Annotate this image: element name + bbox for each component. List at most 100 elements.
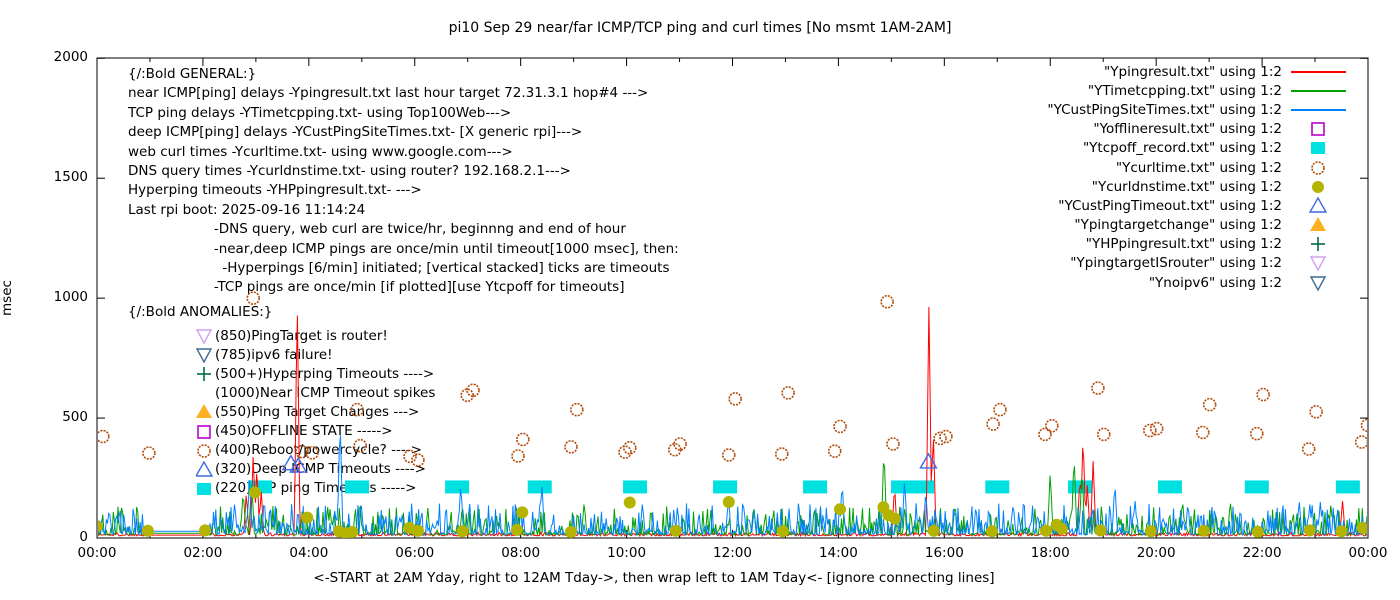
legend-sample-square-filled-icon <box>1288 139 1348 157</box>
x-tick-label: 06:00 <box>395 545 435 561</box>
legend-entry: "Ytcpoff_record.txt" using 1:2 <box>1047 139 1348 158</box>
legend-sample-plus-icon <box>1288 235 1348 253</box>
legend-sample-line-icon <box>1288 70 1348 73</box>
plus-icon <box>196 365 215 382</box>
legend-entry: "Ynoipv6" using 1:2 <box>1047 273 1348 292</box>
y-tick-label: 500 <box>62 409 88 426</box>
legend-label: "Ynoipv6" using 1:2 <box>1148 274 1282 291</box>
legend-label: "Yofflineresult.txt" using 1:2 <box>1093 121 1282 138</box>
general-line: -Hyperpings [6/min] initiated; [vertical… <box>128 260 670 277</box>
anomaly-item: (785)ipv6 failure! <box>196 345 435 364</box>
y-axis-label: msec <box>0 280 15 316</box>
anomaly-label: (785)ipv6 failure! <box>215 346 333 363</box>
legend-entry: "YTimetcpping.txt" using 1:2 <box>1047 81 1348 100</box>
tcp-timeout-mark <box>1244 480 1269 494</box>
legend-label: "Ycurltime.txt" using 1:2 <box>1115 159 1282 176</box>
tri-down-open-icon <box>196 327 215 345</box>
chart-title: pi10 Sep 29 near/far ICMP/TCP ping and c… <box>448 20 952 36</box>
tcp-timeout-mark <box>713 480 738 494</box>
anomaly-item: (220)TCP ping Timeouts -----> <box>196 479 435 498</box>
legend-sample-triangle-filled-icon <box>1288 216 1348 234</box>
legend-entry: "Ycurltime.txt" using 1:2 <box>1047 158 1348 177</box>
tcp-timeout-mark <box>1067 480 1092 494</box>
general-line: DNS query times -Ycurldnstime.txt- using… <box>128 163 571 180</box>
x-tick-label: 12:00 <box>713 545 752 561</box>
x-tick-label: 10:00 <box>607 545 647 561</box>
tcp-timeout-mark <box>891 480 916 494</box>
tcp-timeout-mark <box>1157 480 1182 494</box>
x-tick-label: 18:00 <box>1030 545 1070 561</box>
anomaly-label: (1000)Near ICMP Timeout spikes <box>215 384 436 401</box>
y-tick-label: 1500 <box>53 169 88 186</box>
legend-label: "YpingtargetISrouter" using 1:2 <box>1070 255 1282 272</box>
tcp-timeout-mark <box>527 480 552 494</box>
legend-label: "Ypingtargetchange" using 1:2 <box>1074 217 1282 234</box>
anomaly-item: (500+)Hyperping Timeouts ----> <box>196 364 435 383</box>
x-tick-label: 02:00 <box>183 545 223 561</box>
legend-label: "YCustPingSiteTimes.txt" using 1:2 <box>1047 101 1282 118</box>
general-line: -TCP pings are once/min [if plotted][use… <box>128 279 625 296</box>
triangle-filled-icon <box>196 403 215 420</box>
general-line: near ICMP[ping] delays -Ypingresult.txt … <box>128 85 649 102</box>
legend-sample-square-open-icon <box>1288 120 1348 138</box>
anomaly-item: (1000)Near ICMP Timeout spikes <box>196 383 435 402</box>
legend-entry: "Ypingtargetchange" using 1:2 <box>1047 216 1348 235</box>
general-line: Last rpi boot: 2025-09-16 11:14:24 <box>128 201 366 218</box>
x-tick-label: 16:00 <box>924 545 964 561</box>
anomaly-item: (850)PingTarget is router! <box>196 326 435 345</box>
y-tick-label: 0 <box>79 529 88 545</box>
tri-down-open-icon <box>196 346 215 364</box>
anomaly-label: (450)OFFLINE STATE -----> <box>215 423 393 440</box>
general-annotations: {/:Bold GENERAL:} near ICMP[ping] delays … <box>128 65 679 298</box>
tcp-timeout-mark <box>1335 480 1360 494</box>
anomaly-label: (500+)Hyperping Timeouts ----> <box>215 365 435 382</box>
x-tick-label: 22:00 <box>1242 545 1282 561</box>
anomalies-annotations: (850)PingTarget is router! (785)ipv6 fail… <box>196 326 435 498</box>
y-tick-label: 1000 <box>53 289 88 306</box>
legend-label: "YHPpingresult.txt" using 1:2 <box>1085 236 1282 253</box>
tcp-timeout-mark <box>803 480 828 494</box>
x-tick-label: 00:00 <box>1348 545 1388 561</box>
tcp-timeout-mark <box>910 480 935 494</box>
tcp-timeout-mark <box>623 480 648 494</box>
anomalies-heading: {/:Bold ANOMALIES:} <box>128 304 273 320</box>
triangle-open-icon <box>196 460 215 478</box>
legend-sample-triangle-open-icon <box>1288 196 1348 215</box>
legend-label: "Ypingresult.txt" using 1:2 <box>1104 63 1282 80</box>
anomaly-item: (450)OFFLINE STATE -----> <box>196 421 435 440</box>
circle-open-icon <box>196 442 215 459</box>
legend-sample-tri-down-open-icon <box>1288 254 1348 272</box>
x-tick-label: 00:00 <box>77 545 117 561</box>
x-tick-label: 08:00 <box>501 545 541 561</box>
anomaly-label: (320)Deep ICMP Timeouts ----> <box>215 461 426 478</box>
general-line: Hyperping timeouts -YHPpingresult.txt- -… <box>128 182 422 199</box>
x-axis-label: <-START at 2AM Yday, right to 12AM Tday-… <box>313 570 995 586</box>
legend-entry: "Ypingresult.txt" using 1:2 <box>1047 62 1348 81</box>
legend-sample-line-icon <box>1288 108 1348 111</box>
legend-label: "YCustPingTimeout.txt" using 1:2 <box>1058 197 1282 214</box>
anomaly-item: (400)Reboot/powercycle? ----> <box>196 441 435 460</box>
anomaly-item: (320)Deep ICMP Timeouts ----> <box>196 460 435 479</box>
general-line: {/:Bold GENERAL:} <box>128 66 257 82</box>
x-tick-label: 14:00 <box>818 545 858 561</box>
general-line: web curl times -Ycurltime.txt- using www… <box>128 143 513 160</box>
legend: "Ypingresult.txt" using 1:2 "YTimetcpping… <box>1047 62 1348 292</box>
legend-entry: "YCustPingTimeout.txt" using 1:2 <box>1047 196 1348 215</box>
legend-entry: "YCustPingSiteTimes.txt" using 1:2 <box>1047 100 1348 119</box>
tcp-timeout-mark <box>985 480 1010 494</box>
legend-sample-circle-filled-icon <box>1288 178 1348 196</box>
legend-sample-line-icon <box>1288 89 1348 92</box>
general-line: -DNS query, web curl are twice/hr, begin… <box>128 221 626 238</box>
legend-label: "YTimetcpping.txt" using 1:2 <box>1087 82 1282 99</box>
anomaly-label: (850)PingTarget is router! <box>215 327 388 344</box>
general-line: deep ICMP[ping] delays -YCustPingSiteTim… <box>128 124 583 141</box>
general-line: TCP ping delays -YTimetcpping.txt- using… <box>128 104 512 121</box>
legend-sample-circle-open-icon <box>1288 159 1348 177</box>
legend-label: "Ycurldnstime.txt" using 1:2 <box>1091 178 1282 195</box>
general-line: -near,deep ICMP pings are once/min until… <box>128 240 679 257</box>
anomaly-item: (550)Ping Target Changes ---> <box>196 402 435 421</box>
legend-entry: "YHPpingresult.txt" using 1:2 <box>1047 235 1348 254</box>
anomaly-label: (400)Reboot/powercycle? ----> <box>215 442 422 459</box>
anomaly-label: (220)TCP ping Timeouts -----> <box>215 480 417 497</box>
